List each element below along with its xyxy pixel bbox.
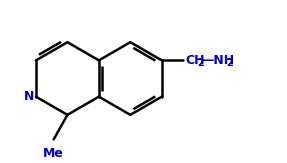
Text: N: N xyxy=(24,90,34,103)
Text: 2: 2 xyxy=(226,58,233,68)
Text: 2: 2 xyxy=(197,58,204,68)
Text: CH: CH xyxy=(185,54,205,67)
Text: Me: Me xyxy=(43,147,64,160)
Text: —NH: —NH xyxy=(201,54,234,67)
